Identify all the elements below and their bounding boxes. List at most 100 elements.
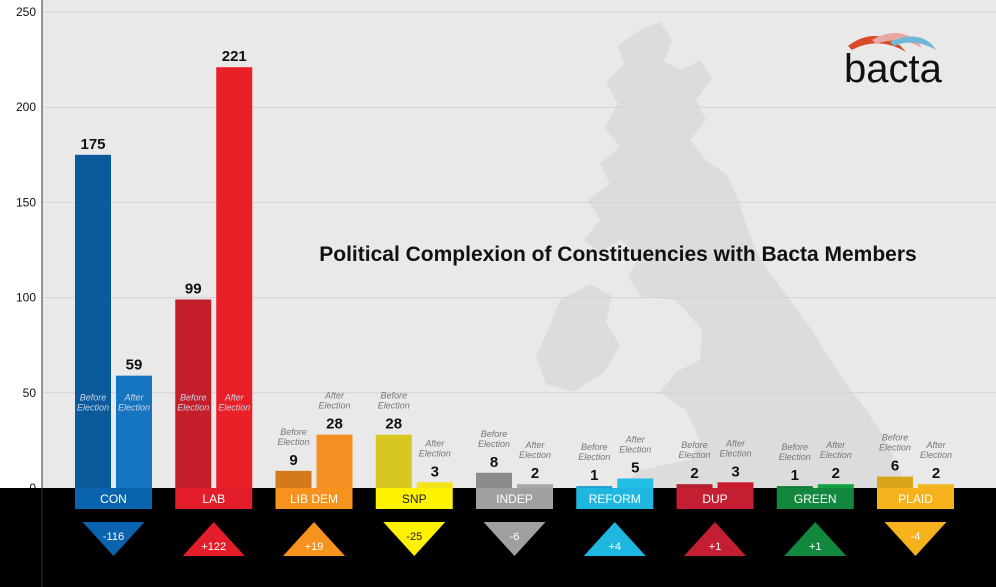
change-label: -116 bbox=[103, 531, 124, 543]
bar-after-dup bbox=[717, 482, 754, 488]
phase-caption: Before bbox=[581, 442, 608, 452]
phase-caption: Election bbox=[478, 439, 510, 449]
phase-caption: Before bbox=[280, 427, 307, 437]
phase-caption: Election bbox=[779, 452, 811, 462]
category-label-box bbox=[676, 488, 754, 509]
phase-caption: Election bbox=[77, 402, 109, 412]
category-label: LAB bbox=[202, 492, 225, 506]
category-label: PLAID bbox=[898, 492, 933, 506]
phase-caption: Election bbox=[578, 452, 610, 462]
phase-caption: Election bbox=[879, 443, 911, 453]
data-label: 5 bbox=[631, 459, 639, 476]
phase-caption: Before bbox=[681, 440, 708, 450]
category-label: GREEN bbox=[794, 492, 837, 506]
category-label: REFORM bbox=[589, 492, 641, 506]
category-label-box bbox=[776, 488, 854, 509]
bars: 175BeforeElection59AfterElectionCON-1169… bbox=[75, 48, 954, 556]
bar-after-green bbox=[817, 484, 854, 488]
bar-before-snp bbox=[375, 434, 412, 488]
y-tick-label: 250 bbox=[16, 5, 36, 19]
category-label: CON bbox=[100, 492, 127, 506]
bar-after-indep bbox=[517, 484, 553, 488]
change-label: -25 bbox=[406, 531, 422, 543]
ireland-silhouette bbox=[536, 284, 620, 392]
y-tick-label: 50 bbox=[23, 386, 37, 400]
category-label-box bbox=[476, 488, 553, 509]
change-up-triangle bbox=[784, 522, 847, 556]
phase-caption: Election bbox=[378, 401, 410, 411]
data-label: 6 bbox=[891, 458, 899, 475]
bar-before-con bbox=[75, 154, 111, 489]
phase-caption: Election bbox=[419, 448, 451, 458]
phase-caption: Election bbox=[820, 450, 852, 460]
bar-after-snp bbox=[416, 482, 453, 488]
phase-caption: Election bbox=[177, 402, 209, 412]
data-label: 1 bbox=[791, 467, 799, 484]
data-label: 99 bbox=[185, 281, 202, 298]
change-label: +122 bbox=[201, 541, 226, 553]
phase-caption: Election bbox=[719, 448, 751, 458]
data-label: 9 bbox=[289, 452, 297, 469]
change-label: -4 bbox=[911, 531, 921, 543]
bacta-logo: bacta bbox=[844, 33, 943, 91]
category-label-box bbox=[375, 488, 453, 509]
bar-after-plaid bbox=[918, 484, 954, 488]
phase-caption: Before bbox=[481, 429, 508, 439]
phase-caption: After bbox=[825, 440, 846, 450]
change-down-triangle bbox=[884, 522, 947, 556]
change-label: +1 bbox=[809, 541, 822, 553]
change-label: -6 bbox=[510, 531, 520, 543]
phase-caption: Before bbox=[380, 391, 407, 401]
category-label-box bbox=[576, 488, 654, 509]
change-up-triangle bbox=[182, 522, 245, 556]
data-label: 59 bbox=[126, 357, 143, 374]
data-label: 221 bbox=[222, 48, 247, 65]
data-label: 175 bbox=[80, 136, 105, 153]
category-label: SNP bbox=[402, 492, 427, 506]
phase-caption: After bbox=[123, 392, 144, 402]
phase-caption: After bbox=[324, 391, 345, 401]
uk-map-silhouette bbox=[584, 22, 906, 488]
phase-caption: Before bbox=[781, 442, 808, 452]
bar-after-lib-dem bbox=[316, 434, 353, 488]
category-label-box bbox=[877, 488, 954, 509]
phase-caption: After bbox=[424, 438, 445, 448]
phase-caption: After bbox=[524, 440, 545, 450]
y-tick-label: 200 bbox=[16, 100, 36, 114]
phase-caption: Election bbox=[118, 402, 150, 412]
phase-caption: After bbox=[625, 434, 646, 444]
bar-after-reform bbox=[617, 478, 654, 488]
phase-caption: After bbox=[224, 392, 245, 402]
category-label: INDEP bbox=[496, 492, 533, 506]
phase-caption: Election bbox=[519, 450, 551, 460]
data-label: 2 bbox=[832, 465, 840, 482]
bar-before-lab bbox=[175, 299, 212, 488]
phase-caption: After bbox=[925, 440, 946, 450]
phase-caption: Election bbox=[619, 444, 651, 454]
phase-caption: Before bbox=[80, 392, 107, 402]
phase-caption: Election bbox=[318, 401, 350, 411]
change-label: +19 bbox=[305, 541, 324, 553]
data-label: 3 bbox=[731, 463, 739, 480]
change-label: +4 bbox=[608, 541, 621, 553]
change-down-triangle bbox=[383, 522, 446, 556]
phase-caption: Election bbox=[277, 437, 309, 447]
bar-after-lab bbox=[216, 67, 253, 488]
change-down-triangle bbox=[82, 522, 145, 556]
data-label: 2 bbox=[690, 465, 698, 482]
data-label: 28 bbox=[326, 416, 343, 433]
change-up-triangle bbox=[283, 522, 345, 556]
bar-before-dup bbox=[676, 484, 713, 488]
bar-before-lib-dem bbox=[275, 470, 312, 488]
category-label-box bbox=[75, 488, 152, 509]
phase-caption: After bbox=[725, 438, 746, 448]
logo-swoosh-blue bbox=[890, 36, 936, 50]
phase-caption: Before bbox=[180, 392, 207, 402]
y-axis-ticks: 050100150200250 bbox=[16, 5, 36, 495]
y-tick-label: 100 bbox=[16, 291, 36, 305]
data-label: 2 bbox=[932, 465, 940, 482]
change-label: +1 bbox=[709, 541, 722, 553]
phase-caption: Election bbox=[920, 450, 952, 460]
